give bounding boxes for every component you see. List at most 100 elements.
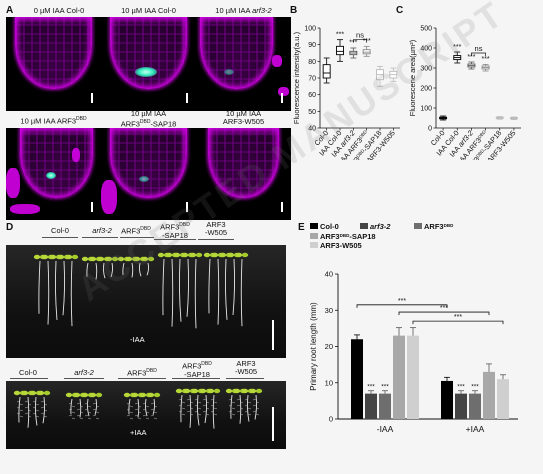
bottom-root-hair: [150, 414, 155, 417]
bottom-root: [212, 394, 215, 429]
top-cotyledon: [111, 256, 119, 262]
bottom-cotyledon: [241, 388, 249, 394]
bottom-root-hair: [228, 404, 233, 407]
top-seedling: [41, 254, 55, 325]
top-cotyledon: [147, 256, 155, 262]
top-seedling: [65, 254, 79, 327]
top-cotyledon: [235, 252, 243, 258]
bottom-root-hair: [19, 415, 24, 418]
bottom-root-hair: [137, 405, 142, 408]
bottom-seedling: [225, 388, 239, 419]
tile-4-label: 10 µM IAA ARF3DBD: [20, 116, 87, 126]
bottom-root: [180, 394, 183, 423]
bottom-root-hair: [129, 405, 134, 408]
bottom-root-hair: [84, 414, 89, 417]
panel-d-letter: D: [6, 222, 14, 233]
top-cotyledon: [89, 256, 97, 262]
bottom-root-hair: [40, 406, 45, 409]
top-root: [86, 262, 89, 277]
micrograph-col0-control: [6, 17, 101, 111]
bottom-root: [196, 394, 200, 426]
top-seedling: [141, 256, 155, 276]
bottom-root: [246, 394, 250, 422]
c-ytick-label: 200: [420, 86, 432, 93]
bottom-root-hair: [92, 414, 97, 417]
bottom-root: [144, 398, 148, 417]
top-root: [186, 258, 190, 317]
top-root: [224, 258, 228, 320]
top-root: [162, 258, 165, 316]
bottom-root-hair: [181, 413, 186, 416]
c-significance: ***: [481, 56, 489, 63]
bottom-cotyledon: [73, 392, 81, 398]
bottom-cotyledon: [81, 392, 89, 398]
e-legend-label: ARF3DBD: [424, 222, 454, 231]
bottom-root-hair: [202, 398, 207, 401]
bottom-root-hair: [189, 401, 194, 404]
bottom-cotyledon: [139, 392, 147, 398]
bottom-seedling: [249, 388, 263, 420]
bottom-cotyledon: [21, 390, 29, 396]
top-seedling: [235, 252, 249, 327]
condition-label-plus-iaa: +IAA: [130, 428, 147, 437]
e-ytick-label: 30: [325, 306, 333, 315]
e-significance: ***: [457, 384, 465, 391]
c-box-3: [481, 64, 490, 72]
bottom-root-hair: [213, 407, 218, 410]
top-seedling: [165, 252, 179, 327]
bottom-root-hair: [16, 412, 21, 415]
bottom-root-hair: [43, 409, 48, 412]
bottom-seedling: [21, 390, 35, 428]
top-cotyledon: [125, 256, 133, 262]
bottom-root-hair: [126, 402, 131, 405]
top-root: [122, 262, 125, 275]
e-significance: ***: [367, 384, 375, 391]
panel-a-letter: A: [6, 5, 14, 16]
bottom-root-hair: [239, 413, 244, 416]
top-cotyledon: [203, 252, 211, 258]
top-cotyledon: [57, 254, 65, 260]
top-root: [232, 258, 236, 316]
bottom-root: [230, 394, 233, 419]
tile-1-label: 0 µM IAA Col-0: [33, 6, 85, 15]
bottom-cotyledon: [37, 390, 45, 396]
bottom-root-hair: [145, 405, 150, 408]
b-box-rect: [336, 45, 344, 56]
top-cotyledon: [71, 254, 79, 260]
bottom-root-hair: [236, 410, 241, 413]
b-box-0: [322, 57, 331, 84]
bottom-seedling: [183, 388, 197, 428]
e-ylabel: Primary root length (mm): [309, 302, 318, 391]
bottom-cotyledon: [43, 390, 51, 396]
e-bar: [351, 339, 363, 419]
top-root: [47, 260, 50, 325]
top-root: [240, 258, 243, 327]
bottom-root-hair: [194, 404, 199, 407]
c-significance: ***: [453, 44, 461, 51]
e-legend-label: ARF3-W505: [320, 241, 362, 250]
bottom-root-hair: [231, 407, 236, 410]
bottom-root-hair: [189, 413, 194, 416]
b-box-2: [349, 47, 358, 59]
top-seedling: [157, 252, 171, 316]
bottom-root-hair: [35, 403, 40, 406]
bottom-root-hair: [137, 417, 142, 420]
bottom-seedling: [199, 388, 213, 424]
c-box-4: [495, 116, 504, 120]
top-cotyledon: [141, 256, 149, 262]
bottom-cotyledon: [249, 388, 257, 394]
bottom-seedling: [89, 392, 103, 420]
bottom-seedling: [207, 388, 221, 429]
bottom-root: [34, 396, 38, 426]
bottom-root-hair: [43, 403, 48, 406]
bottom-root-hair: [71, 405, 76, 408]
e-bracket-label: ***: [454, 314, 462, 321]
e-legend-swatch: [310, 223, 318, 229]
seedling-top-label-arf3dbd-sap18: ARF3DBD -SAP18: [160, 222, 190, 240]
bottom-root-hair: [247, 413, 252, 416]
c-box-0: [439, 115, 448, 121]
bottom-root-hair: [87, 411, 92, 414]
bottom-root-hair: [95, 411, 100, 414]
top-cotyledon: [165, 252, 173, 258]
bottom-seedling: [37, 390, 51, 424]
